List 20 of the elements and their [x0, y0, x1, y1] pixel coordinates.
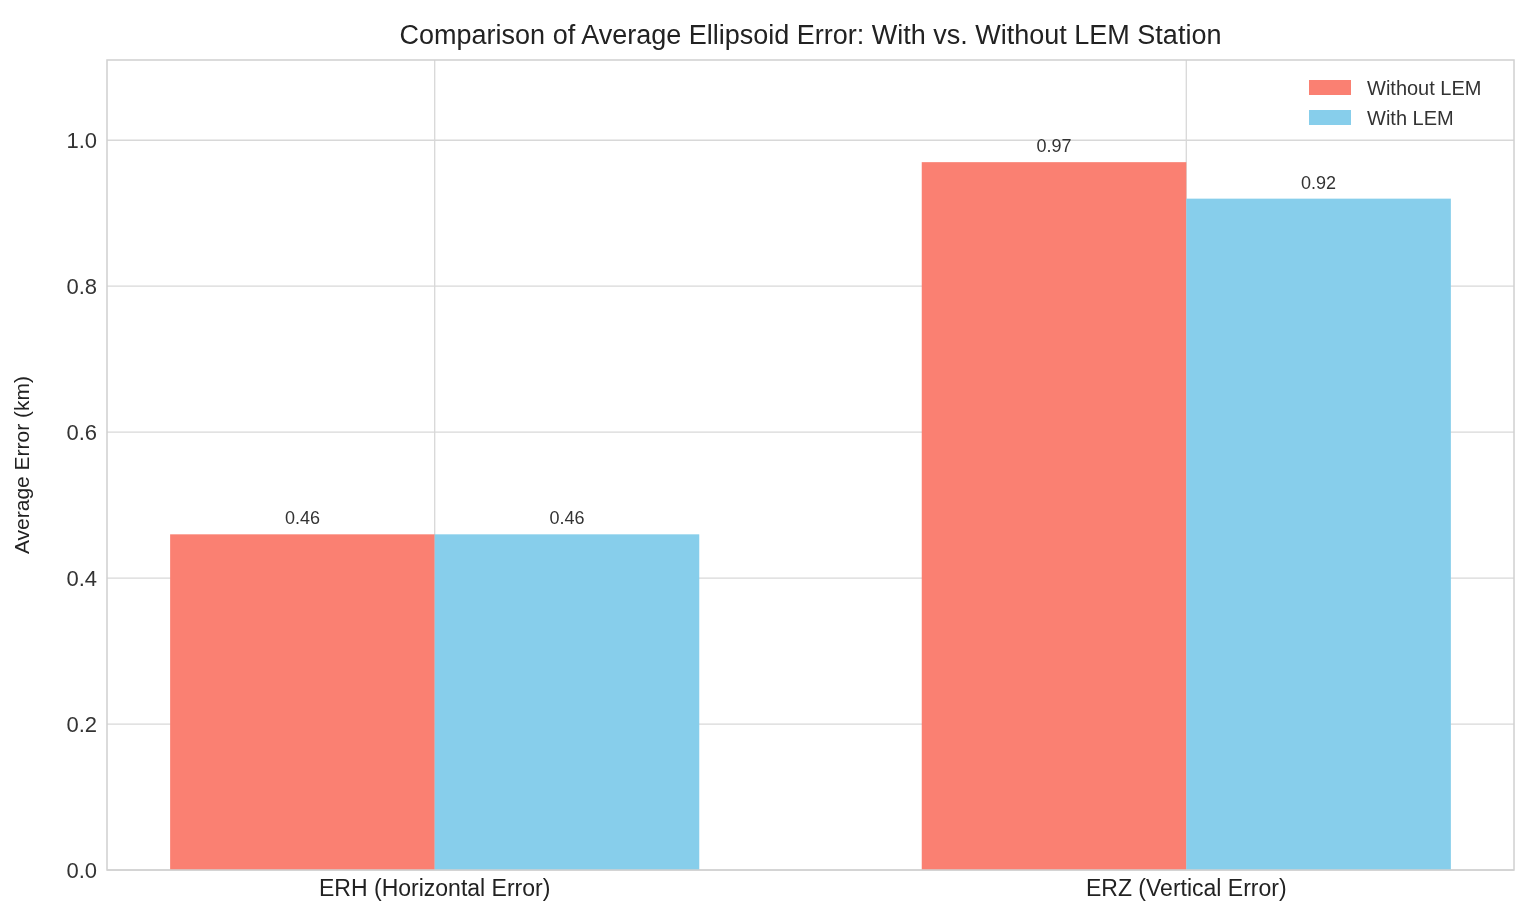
y-tick-label: 1.0	[66, 127, 97, 153]
y-tick-label: 0.0	[66, 857, 97, 883]
data-label: 0.46	[284, 508, 320, 529]
y-tick-label: 0.2	[66, 711, 97, 737]
y-tick-label: 0.8	[66, 273, 97, 299]
legend-label: Without LEM	[1367, 77, 1482, 99]
data-label: 0.46	[549, 508, 585, 529]
chart-title: Comparison of Average Ellipsoid Error: With vs. Without LEM Station	[399, 20, 1222, 50]
data-label: 0.92	[1301, 172, 1337, 193]
bar	[921, 162, 1187, 870]
y-axis-title: Average Error (km)	[10, 375, 33, 555]
x-tick-label: ERH (Horizontal Error)	[319, 875, 551, 901]
bar	[1186, 198, 1451, 870]
x-tick-label: ERZ (Vertical Error)	[1085, 875, 1287, 901]
y-tick-label: 0.4	[66, 565, 97, 591]
y-tick-label: 0.6	[66, 419, 97, 445]
data-label: 0.97	[1036, 136, 1072, 157]
bar	[170, 534, 435, 870]
legend-label: With LEM	[1367, 107, 1454, 129]
bar	[434, 534, 700, 870]
